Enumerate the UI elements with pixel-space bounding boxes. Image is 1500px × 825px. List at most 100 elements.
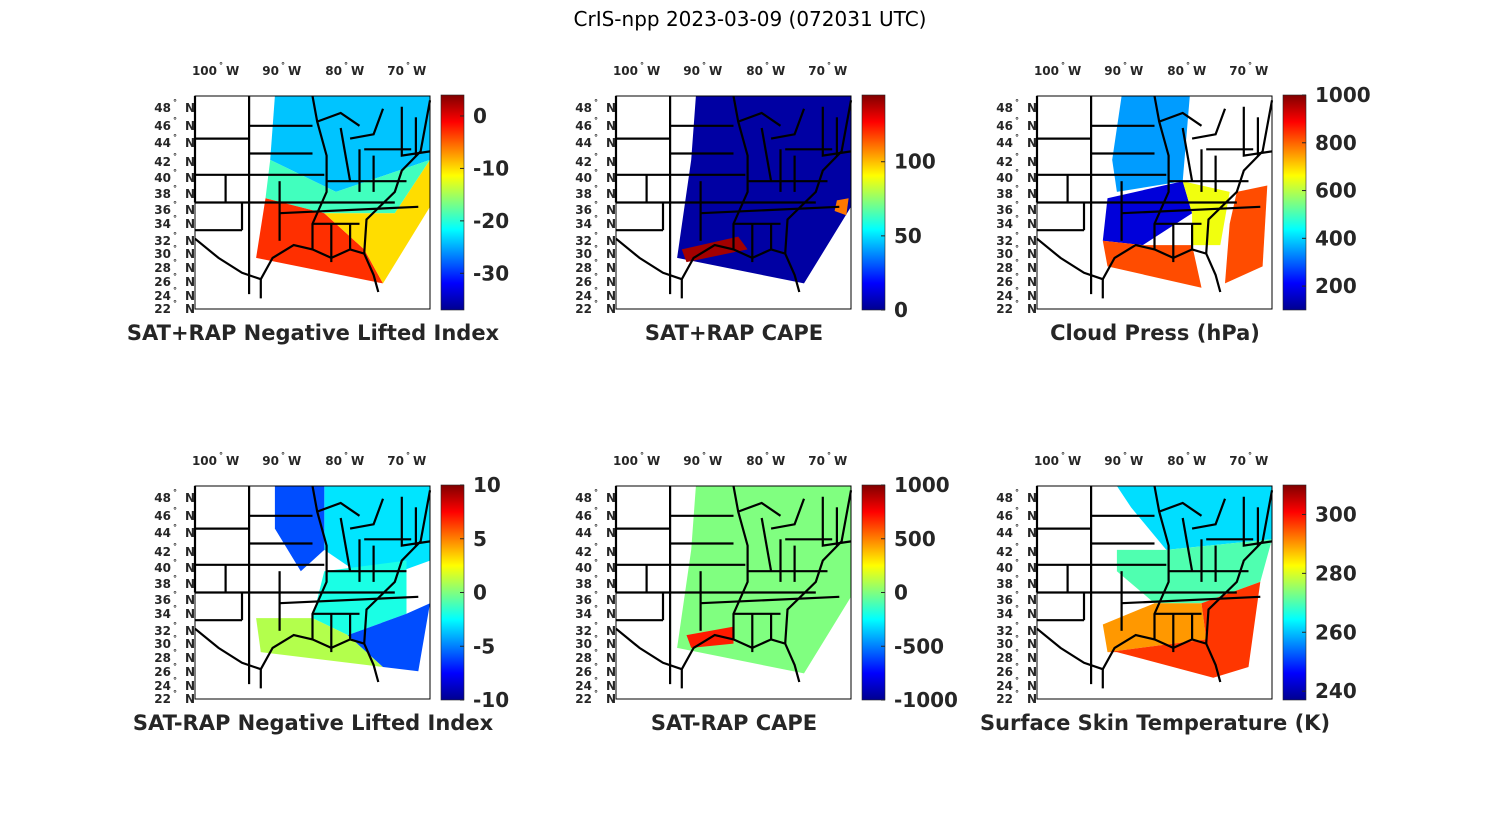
degree-symbol: °	[594, 116, 598, 125]
y-tick-suffix: N	[185, 275, 195, 289]
y-tick-label: 42	[154, 545, 171, 559]
degree-symbol: °	[1015, 272, 1019, 281]
degree-symbol: °	[173, 152, 177, 161]
y-tick-suffix: N	[1027, 491, 1037, 505]
state-border	[194, 237, 262, 299]
state-border	[259, 633, 332, 670]
y-tick-label: 30	[575, 637, 592, 651]
degree-symbol: °	[1123, 61, 1127, 70]
y-tick-label: 32	[154, 624, 171, 638]
y-tick-suffix: N	[185, 692, 195, 706]
y-tick-label: 32	[996, 624, 1013, 638]
x-tick-label: 100	[613, 454, 638, 468]
degree-symbol: °	[1015, 488, 1019, 497]
colorbar-tick-label: 5	[473, 527, 487, 551]
state-border	[737, 111, 782, 127]
state-border	[316, 111, 361, 127]
state-border	[349, 498, 385, 530]
degree-symbol: °	[173, 116, 177, 125]
x-tick-suffix: W	[1130, 454, 1143, 468]
state-border	[1242, 106, 1273, 157]
x-tick-label: 90	[1104, 454, 1121, 468]
data-region-southeast	[312, 560, 407, 636]
degree-symbol: °	[594, 133, 598, 142]
y-tick-suffix: N	[185, 561, 195, 575]
y-tick-suffix: N	[606, 665, 616, 679]
degree-symbol: °	[173, 244, 177, 253]
panel-4: 100 ° W 90 ° W 80 ° W 70 ° W48 ° N46 ° N44 ° N42 ° N40 ° N38 °…	[133, 451, 509, 735]
state-border	[1191, 108, 1227, 140]
data-region-gulf	[1102, 240, 1202, 288]
y-tick-label: 40	[154, 171, 171, 185]
data-region-atlantic	[1225, 185, 1268, 284]
degree-symbol: °	[173, 689, 177, 698]
y-tick-label: 40	[575, 171, 592, 185]
y-tick-label: 24	[154, 679, 171, 693]
degree-symbol: °	[173, 184, 177, 193]
y-tick-label: 22	[996, 302, 1013, 316]
degree-symbol: °	[1015, 98, 1019, 107]
degree-symbol: °	[173, 506, 177, 515]
y-tick-suffix: N	[606, 119, 616, 133]
degree-symbol: °	[219, 451, 223, 460]
state-border	[1242, 496, 1273, 547]
degree-symbol: °	[1015, 523, 1019, 532]
colorbar-tick-label: 1000	[1315, 83, 1371, 107]
y-tick-suffix: N	[606, 607, 616, 621]
state-border	[259, 243, 332, 280]
data-region-domain	[677, 486, 851, 674]
degree-symbol: °	[1186, 451, 1190, 460]
y-tick-suffix: N	[185, 665, 195, 679]
degree-symbol: °	[594, 152, 598, 161]
degree-symbol: °	[1015, 184, 1019, 193]
x-tick-label: 90	[683, 454, 700, 468]
colorbar-tick-label: 280	[1315, 561, 1357, 585]
x-tick-label: 90	[683, 64, 700, 78]
state-borders	[614, 95, 853, 299]
degree-symbol: °	[173, 299, 177, 308]
y-tick-label: 44	[996, 526, 1013, 540]
y-tick-suffix: N	[185, 203, 195, 217]
colorbar-tick-label: 1000	[894, 473, 950, 497]
x-tick-label: 80	[746, 454, 763, 468]
y-tick-suffix: N	[606, 187, 616, 201]
degree-symbol: °	[173, 590, 177, 599]
colorbar-tick-label: -10	[473, 688, 509, 712]
data-region-central	[265, 159, 430, 214]
x-tick-suffix: W	[1193, 64, 1206, 78]
y-tick-label: 22	[154, 692, 171, 706]
y-tick-label: 34	[154, 217, 171, 231]
state-border	[700, 595, 840, 605]
y-tick-suffix: N	[606, 561, 616, 575]
x-tick-label: 90	[262, 64, 279, 78]
y-tick-label: 24	[575, 679, 592, 693]
y-tick-label: 40	[996, 171, 1013, 185]
state-border	[821, 496, 852, 547]
y-tick-label: 34	[996, 607, 1013, 621]
y-tick-label: 48	[154, 491, 171, 505]
y-tick-label: 48	[575, 491, 592, 505]
y-tick-suffix: N	[185, 607, 195, 621]
state-border	[400, 106, 431, 157]
state-border	[279, 205, 419, 215]
y-tick-label: 46	[996, 119, 1013, 133]
y-tick-suffix: N	[606, 651, 616, 665]
degree-symbol: °	[594, 200, 598, 209]
panel-title: SAT-RAP Negative Lifted Index	[133, 711, 494, 735]
y-tick-label: 48	[154, 101, 171, 115]
data-region-domain	[677, 96, 851, 284]
state-borders	[193, 485, 432, 689]
y-tick-suffix: N	[185, 261, 195, 275]
y-tick-label: 48	[996, 491, 1013, 505]
y-tick-label: 44	[996, 136, 1013, 150]
y-tick-suffix: N	[1027, 526, 1037, 540]
y-tick-label: 46	[154, 119, 171, 133]
axes-frame	[615, 95, 852, 310]
y-tick-suffix: N	[606, 275, 616, 289]
x-tick-suffix: W	[288, 454, 301, 468]
state-border	[1036, 237, 1104, 299]
state-border	[339, 127, 352, 182]
degree-symbol: °	[594, 98, 598, 107]
y-tick-suffix: N	[185, 247, 195, 261]
degree-symbol: °	[173, 286, 177, 295]
